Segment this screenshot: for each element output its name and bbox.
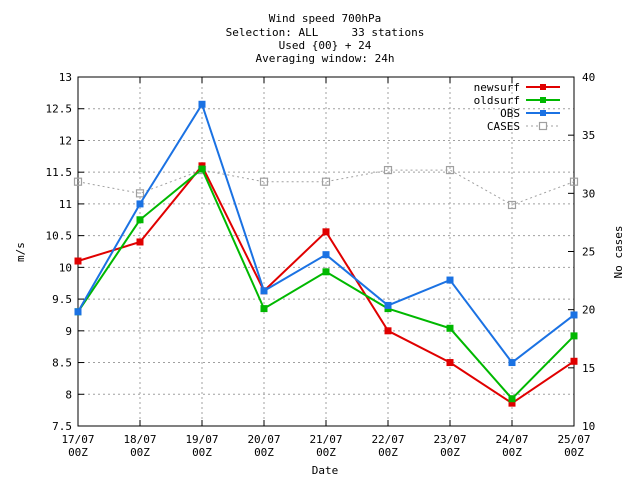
x-tick-label-hour: 00Z — [502, 446, 522, 459]
title-line-1: Wind speed 700hPa — [269, 12, 382, 25]
data-point — [198, 165, 206, 173]
y-tick-label: 8 — [65, 388, 72, 401]
y2-tick-label: 15 — [582, 362, 595, 375]
legend-swatch-marker — [540, 97, 546, 103]
data-point — [135, 189, 145, 198]
legend-label-obs: OBS — [500, 107, 520, 120]
x-tick-label-date: 24/07 — [495, 433, 528, 446]
data-point — [321, 177, 331, 186]
y-tick-label: 8.5 — [52, 357, 72, 370]
data-point — [570, 357, 578, 365]
data-point — [570, 311, 578, 319]
data-point — [446, 359, 454, 367]
x-tick-label-date: 19/07 — [185, 433, 218, 446]
x-tick-label-date: 25/07 — [557, 433, 590, 446]
x-tick-label-date: 22/07 — [371, 433, 404, 446]
y-tick-label: 10.5 — [46, 230, 73, 243]
x-tick-label-date: 17/07 — [61, 433, 94, 446]
y2-tick-label: 25 — [582, 246, 595, 259]
y2-tick-label: 35 — [582, 129, 595, 142]
data-point — [260, 305, 268, 313]
data-point — [384, 327, 392, 335]
legend-swatch-marker — [540, 84, 546, 90]
data-point — [322, 251, 330, 259]
data-point — [73, 177, 83, 186]
series-obs — [74, 100, 578, 367]
data-point — [508, 395, 516, 403]
y-tick-label: 9 — [65, 325, 72, 338]
y-axis-ticks: 7.5 8 8.5 9 9.5 10 10.5 11 11.5 12 12.5 13 — [46, 71, 84, 433]
title-line-4: Averaging window: 24h — [255, 52, 394, 65]
y-tick-label: 10 — [59, 261, 72, 274]
legend-swatch-marker — [540, 110, 546, 116]
x-tick-label-date: 20/07 — [247, 433, 280, 446]
title-line-2: Selection: ALL 33 stations — [226, 26, 425, 39]
legend-swatch-marker — [538, 121, 548, 131]
y-tick-label: 12.5 — [46, 103, 73, 116]
data-point — [322, 228, 330, 236]
data-point — [507, 200, 517, 210]
data-point — [445, 165, 455, 175]
legend-label-oldsurf: oldsurf — [474, 94, 520, 107]
y2-tick-label: 10 — [582, 420, 595, 433]
legend-label-newsurf: newsurf — [474, 81, 520, 94]
data-point — [136, 216, 144, 224]
y-axis-label: m/s — [14, 242, 27, 262]
x-tick-label-hour: 00Z — [130, 446, 150, 459]
y-tick-label: 11 — [59, 198, 72, 211]
y2-axis-ticks: 10 15 20 25 30 35 40 — [568, 71, 595, 433]
x-tick-label-hour: 00Z — [192, 446, 212, 459]
y2-tick-label: 40 — [582, 71, 595, 84]
data-point — [136, 238, 144, 246]
data-point — [446, 324, 454, 332]
data-point — [322, 268, 330, 276]
x-tick-label-date: 21/07 — [309, 433, 342, 446]
data-point — [259, 177, 269, 186]
x-tick-label-hour: 00Z — [316, 446, 336, 459]
y-tick-label: 7.5 — [52, 420, 72, 433]
x-tick-label-hour: 00Z — [68, 446, 88, 459]
data-point — [74, 257, 82, 265]
series-layer — [73, 100, 579, 407]
data-point — [198, 100, 206, 108]
data-point — [260, 287, 268, 295]
x-tick-label-hour: 00Z — [254, 446, 274, 459]
data-point — [74, 308, 82, 316]
data-point — [383, 165, 393, 175]
data-point — [569, 177, 579, 186]
x-axis-label: Date — [312, 464, 339, 477]
y-tick-label: 11.5 — [46, 166, 73, 179]
data-point — [136, 200, 144, 208]
legend-label-cases: CASES — [487, 120, 520, 133]
x-axis-ticks: 17/0700Z18/0700Z19/0700Z20/0700Z21/0700Z… — [61, 77, 591, 459]
y-tick-label: 13 — [59, 71, 72, 84]
y2-tick-label: 20 — [582, 304, 595, 317]
y2-axis-label: No cases — [612, 226, 625, 279]
y-tick-label: 12 — [59, 134, 72, 147]
x-tick-label-hour: 00Z — [440, 446, 460, 459]
x-tick-label-date: 18/07 — [123, 433, 156, 446]
y2-tick-label: 30 — [582, 187, 595, 200]
series-line-cases — [77, 169, 575, 206]
series-newsurf — [74, 162, 578, 407]
x-tick-label-date: 23/07 — [433, 433, 466, 446]
x-tick-label-hour: 00Z — [378, 446, 398, 459]
data-point — [384, 301, 392, 309]
data-point — [570, 332, 578, 340]
y-tick-label: 9.5 — [52, 293, 72, 306]
grid — [78, 77, 574, 426]
x-tick-label-hour: 00Z — [564, 446, 584, 459]
chart-title: Wind speed 700hPa Selection: ALL 33 stat… — [226, 12, 425, 65]
title-line-3: Used {00} + 24 — [279, 39, 372, 52]
data-point — [446, 276, 454, 284]
data-point — [508, 359, 516, 367]
